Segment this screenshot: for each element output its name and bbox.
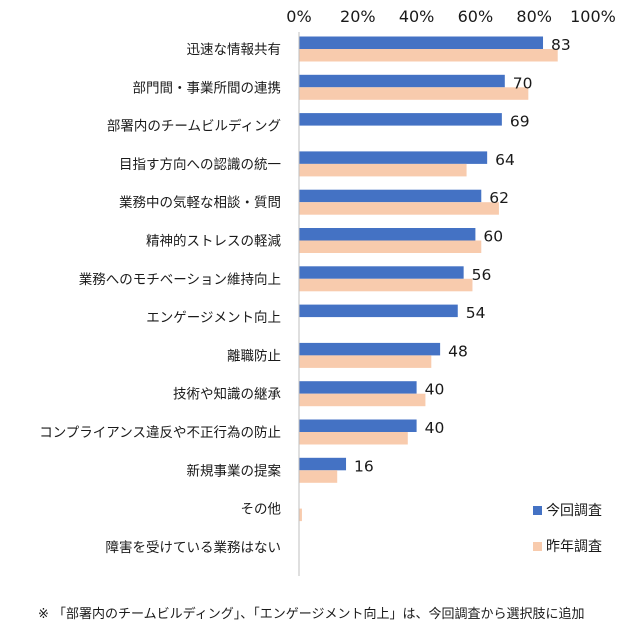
category-label: 技術や知識の継承 — [173, 386, 281, 403]
x-tick-label: 80% — [516, 7, 552, 26]
x-tick-label: 40% — [399, 7, 435, 26]
bar-current — [299, 342, 441, 356]
x-tick-label: 20% — [340, 7, 376, 26]
category-label: その他 — [241, 502, 282, 518]
bar-previous — [299, 163, 467, 177]
legend-label: 今回調査 — [546, 503, 602, 519]
bar-current — [299, 74, 505, 88]
bar-previous — [299, 508, 302, 522]
bar-current — [299, 189, 482, 203]
bar-previous — [299, 202, 499, 215]
bars — [299, 36, 558, 522]
x-tick-label: 0% — [286, 7, 311, 26]
chart-svg: 0% 20% 40% 60% 80% 100% 迅速な情報共有部門間・事業所間の連携部署内… — [39, 7, 616, 576]
bar-current — [299, 228, 476, 241]
bar-previous — [299, 87, 529, 100]
category-label: エンゲージメント向上 — [146, 310, 281, 326]
category-label: 迅速な情報共有 — [187, 42, 282, 58]
data-label: 16 — [354, 457, 374, 475]
bar-current — [299, 457, 347, 471]
legend-swatch — [533, 506, 542, 515]
category-label: 新規事業の提案 — [187, 462, 282, 479]
data-label: 40 — [425, 419, 445, 437]
category-label: 目指す方向への認識の統一 — [119, 157, 281, 173]
data-label: 48 — [448, 342, 468, 360]
legend-swatch — [533, 542, 542, 551]
data-label: 64 — [495, 151, 515, 169]
category-label: 障害を受けている業務はない — [106, 540, 282, 556]
bar-previous — [299, 470, 338, 483]
data-label: 70 — [513, 74, 533, 92]
category-label: 部門間・事業所間の連携 — [133, 80, 282, 96]
bar-current — [299, 36, 544, 49]
bar-previous — [299, 278, 473, 292]
bar-previous — [299, 240, 482, 253]
data-label: 40 — [425, 381, 445, 399]
bar-current — [299, 113, 502, 126]
legend-label: 昨年調査 — [546, 539, 602, 555]
category-labels: 迅速な情報共有部門間・事業所間の連携部署内のチームビルディング目指す方向への認識… — [39, 42, 281, 556]
data-label: 54 — [466, 304, 486, 322]
category-label: 業務中の気軽な相談・質問 — [119, 195, 281, 211]
data-labels: 83 70 69 64 62 60 56 54 48 40 40 16 — [354, 36, 571, 475]
x-axis-ticks: 0% 20% 40% 60% 80% 100% — [286, 7, 616, 26]
category-label: 業務へのモチベーション維持向上 — [79, 272, 281, 288]
bar-current — [299, 419, 417, 432]
x-tick-label: 100% — [570, 7, 616, 26]
category-label: 精神的ストレスの軽減 — [146, 233, 281, 250]
bar-current — [299, 151, 488, 164]
data-label: 62 — [489, 189, 509, 207]
bar-previous — [299, 49, 558, 62]
footnote: ※ 「部署内のチームビルディング」、「エンゲージメント向上」は、今回調査から選択… — [38, 607, 585, 622]
category-label: 離職防止 — [227, 348, 281, 364]
category-label: 部署内のチームビルディング — [107, 118, 281, 135]
bar-previous — [299, 432, 408, 445]
data-label: 56 — [472, 266, 492, 284]
bar-previous — [299, 355, 432, 368]
data-label: 60 — [483, 228, 503, 246]
x-tick-label: 60% — [458, 7, 494, 26]
data-label: 69 — [510, 113, 530, 131]
bar-previous — [299, 393, 426, 407]
category-label: コンプライアンス違反や不正行為の防止 — [39, 425, 281, 441]
bar-current — [299, 266, 464, 279]
data-label: 83 — [551, 36, 571, 54]
bar-current — [299, 304, 458, 318]
bar-current — [299, 381, 417, 394]
